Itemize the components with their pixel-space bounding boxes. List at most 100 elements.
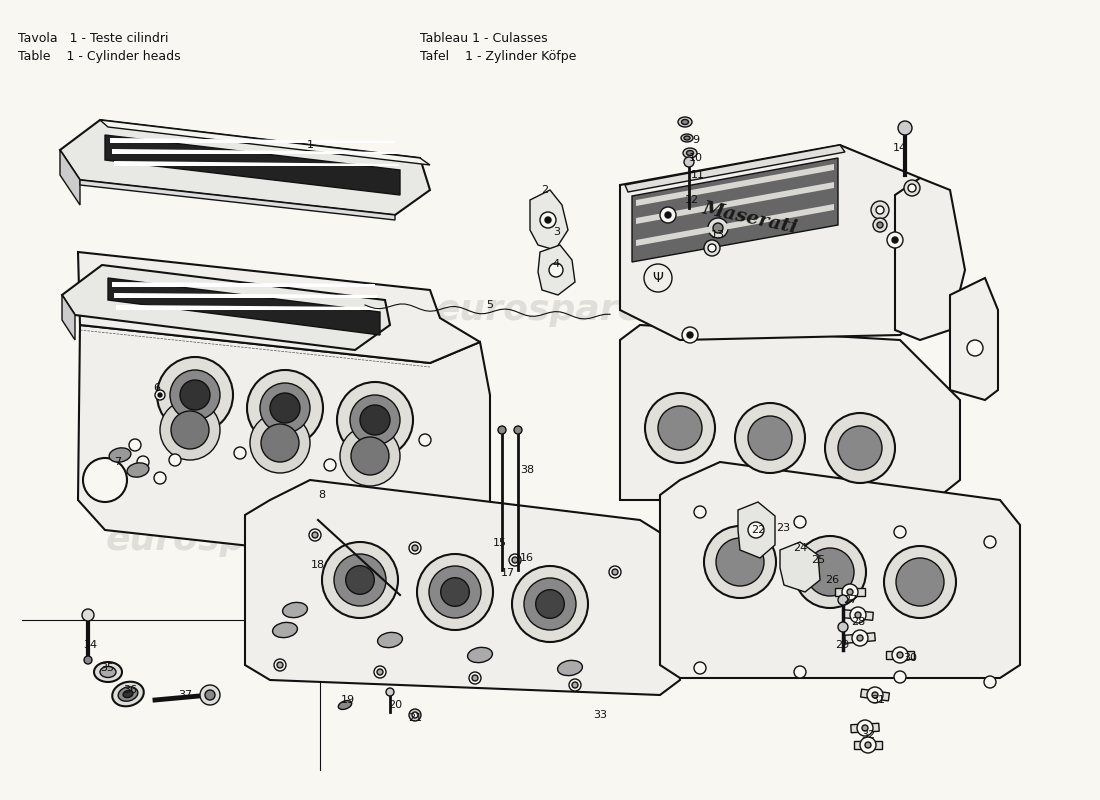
Text: 32: 32 <box>861 730 876 740</box>
Circle shape <box>524 578 576 630</box>
Circle shape <box>794 666 806 678</box>
Ellipse shape <box>112 682 144 706</box>
Circle shape <box>688 332 693 338</box>
Circle shape <box>887 232 903 248</box>
Text: 24: 24 <box>793 543 807 553</box>
Text: Table    1 - Cylinder heads: Table 1 - Cylinder heads <box>18 50 180 63</box>
Circle shape <box>894 526 906 538</box>
Circle shape <box>850 607 866 623</box>
Circle shape <box>708 244 716 252</box>
Text: 30: 30 <box>903 653 917 663</box>
Circle shape <box>873 218 887 232</box>
Circle shape <box>892 647 907 663</box>
Circle shape <box>309 529 321 541</box>
Text: 18: 18 <box>311 560 326 570</box>
Polygon shape <box>950 278 998 400</box>
Ellipse shape <box>128 463 148 477</box>
Polygon shape <box>843 610 873 620</box>
Polygon shape <box>116 305 380 310</box>
Circle shape <box>169 454 182 466</box>
Circle shape <box>572 682 578 688</box>
Circle shape <box>898 121 912 135</box>
Circle shape <box>694 506 706 518</box>
Text: Maserati: Maserati <box>701 199 800 237</box>
Text: 14: 14 <box>893 143 907 153</box>
Text: Tableau 1 - Culasses: Tableau 1 - Culasses <box>420 32 548 45</box>
Circle shape <box>200 685 220 705</box>
Circle shape <box>896 558 944 606</box>
Circle shape <box>658 406 702 450</box>
Circle shape <box>894 671 906 683</box>
Circle shape <box>82 458 126 502</box>
Ellipse shape <box>683 148 697 158</box>
Circle shape <box>644 264 672 292</box>
Polygon shape <box>895 178 965 340</box>
Circle shape <box>704 526 776 598</box>
Circle shape <box>512 566 588 642</box>
Text: 7: 7 <box>114 457 122 467</box>
Ellipse shape <box>682 119 689 125</box>
Polygon shape <box>738 502 775 558</box>
Circle shape <box>374 666 386 678</box>
Circle shape <box>704 240 720 256</box>
Text: 31: 31 <box>871 695 886 705</box>
Ellipse shape <box>686 150 693 155</box>
Text: 5: 5 <box>486 300 494 310</box>
Circle shape <box>155 390 165 400</box>
Circle shape <box>867 687 883 703</box>
Circle shape <box>708 218 728 238</box>
Circle shape <box>794 536 866 608</box>
Circle shape <box>984 536 996 548</box>
Circle shape <box>825 413 895 483</box>
Text: 26: 26 <box>825 575 839 585</box>
Circle shape <box>377 669 383 675</box>
Circle shape <box>351 437 389 475</box>
Circle shape <box>270 393 300 423</box>
Circle shape <box>984 676 996 688</box>
Circle shape <box>660 207 676 223</box>
Circle shape <box>876 206 884 214</box>
Circle shape <box>857 720 873 736</box>
Circle shape <box>154 472 166 484</box>
Circle shape <box>716 538 764 586</box>
Circle shape <box>852 630 868 646</box>
Circle shape <box>862 725 868 731</box>
Circle shape <box>234 447 246 459</box>
Circle shape <box>682 327 698 343</box>
Text: 37: 37 <box>178 690 192 700</box>
Ellipse shape <box>339 701 352 710</box>
Circle shape <box>84 656 92 664</box>
Polygon shape <box>60 150 80 205</box>
Circle shape <box>409 709 421 721</box>
Text: Tafel    1 - Zylinder Köfpe: Tafel 1 - Zylinder Köfpe <box>420 50 576 63</box>
Ellipse shape <box>283 602 307 618</box>
Text: 21: 21 <box>408 713 422 723</box>
Text: 38: 38 <box>520 465 535 475</box>
Polygon shape <box>835 588 865 596</box>
Ellipse shape <box>273 622 297 638</box>
Circle shape <box>871 201 889 219</box>
Circle shape <box>324 459 336 471</box>
Circle shape <box>417 554 493 630</box>
Polygon shape <box>114 293 377 298</box>
Text: 29: 29 <box>835 640 849 650</box>
Circle shape <box>838 595 848 605</box>
Ellipse shape <box>377 632 403 648</box>
Polygon shape <box>78 325 490 568</box>
Text: 8: 8 <box>318 490 326 500</box>
Text: 13: 13 <box>711 230 725 240</box>
Circle shape <box>748 416 792 460</box>
Ellipse shape <box>558 660 582 676</box>
Text: 2: 2 <box>541 185 549 195</box>
Polygon shape <box>636 204 834 246</box>
Polygon shape <box>620 145 920 340</box>
Circle shape <box>569 679 581 691</box>
Polygon shape <box>245 480 680 695</box>
Circle shape <box>806 548 854 596</box>
Text: 25: 25 <box>811 555 825 565</box>
Circle shape <box>847 589 852 595</box>
Circle shape <box>82 609 94 621</box>
Circle shape <box>158 393 162 397</box>
Circle shape <box>337 382 412 458</box>
Text: Tavola   1 - Teste cilindri: Tavola 1 - Teste cilindri <box>18 32 168 45</box>
